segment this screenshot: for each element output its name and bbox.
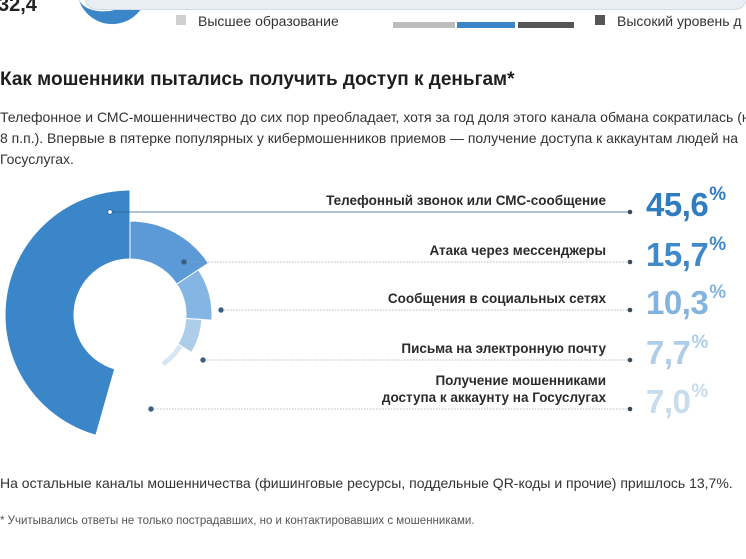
legend-swatch-high-level	[595, 15, 605, 25]
browser-address-bar[interactable]	[85, 0, 746, 10]
category-label-line: Получение мошенниками	[435, 373, 606, 388]
value-label-2: 15,7%	[646, 234, 726, 274]
other-channels-note: На остальные каналы мошенничества (фишин…	[0, 475, 733, 491]
value-number: 15,7	[646, 236, 709, 273]
section-title: Как мошенники пытались получить доступ к…	[0, 69, 515, 90]
leader-end-dot-2	[627, 259, 633, 265]
pie-slice-3	[176, 269, 213, 321]
category-label-line: доступа к аккаунту на Госуслугах	[381, 390, 606, 405]
category-label-line: Атака через мессенджеры	[429, 243, 606, 258]
legend-label-high-level: Высокий уровень д	[617, 13, 742, 29]
category-label-line: Телефонный звонок или СМС-сообщение	[326, 193, 606, 208]
category-label-line: Письма на электронную почту	[401, 341, 606, 356]
value-unit: %	[691, 332, 708, 353]
leader-start-dot-2	[181, 259, 187, 265]
value-number: 45,6	[646, 186, 709, 223]
value-unit: %	[709, 282, 726, 303]
value-label-1: 45,6%	[646, 184, 726, 224]
category-label-3: Сообщения в социальных сетях	[388, 290, 606, 307]
value-number: 7,7	[646, 334, 691, 371]
leader-end-dot-1	[627, 209, 633, 215]
footnote: * Учитывались ответы не только пострадав…	[0, 515, 475, 527]
leader-start-dot-5	[148, 406, 154, 412]
leader-end-dot-4	[627, 357, 633, 363]
category-label-line: Сообщения в социальных сетях	[387, 291, 606, 306]
leader-end-dot-5	[627, 406, 633, 412]
value-unit: %	[709, 234, 726, 255]
legend-strip-grey	[393, 22, 455, 28]
pie-slice-2	[129, 220, 210, 285]
value-label-4: 7,7%	[646, 332, 708, 372]
value-unit: %	[709, 184, 726, 205]
value-unit: %	[691, 381, 708, 402]
category-label-4: Письма на электронную почту	[401, 340, 606, 357]
legend-strip-dark	[518, 22, 574, 28]
category-label-1: Телефонный звонок или СМС-сообщение	[326, 192, 606, 209]
legend-label-higher-education: Высшее образование	[198, 13, 339, 29]
leader-end-dot-3	[627, 307, 633, 313]
legend-swatch-higher-education	[176, 15, 186, 25]
fraud-channels-chart: Телефонный звонок или СМС-сообщение 45,6%…	[0, 184, 746, 460]
value-number: 7,0	[646, 383, 691, 420]
previous-chart-value: 32,4	[0, 0, 37, 16]
pie-slice-1	[4, 189, 131, 436]
leader-start-dot-4	[200, 357, 206, 363]
chart-svg	[4, 189, 633, 436]
leader-start-dot-1	[107, 209, 113, 215]
legend-strip-blue	[457, 22, 515, 28]
value-label-3: 10,3%	[646, 282, 726, 322]
value-label-5: 7,0%	[646, 381, 708, 421]
pie-slice-5	[160, 343, 184, 368]
value-number: 10,3	[646, 284, 709, 321]
category-label-5: Получение мошенниками доступа к аккаунту …	[382, 372, 606, 406]
leader-start-dot-3	[218, 307, 224, 313]
category-label-2: Атака через мессенджеры	[429, 242, 606, 259]
intro-paragraph: Телефонное и СМС-мошенничество до сих по…	[0, 109, 746, 167]
